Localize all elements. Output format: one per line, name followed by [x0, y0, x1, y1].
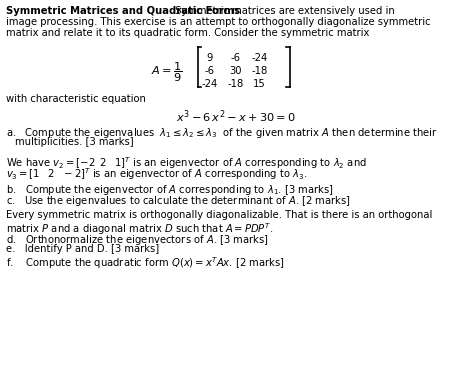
Text: Symmetric matrices are extensively used in: Symmetric matrices are extensively used …: [172, 6, 395, 16]
Text: a.   Compute the eigenvalues  $\lambda_1 \leq \lambda_2 \leq \lambda_3$  of the : a. Compute the eigenvalues $\lambda_1 \l…: [6, 126, 438, 140]
Text: matrix $P$ and a diagonal matrix $D$ such that $A = PDP^T$.: matrix $P$ and a diagonal matrix $D$ suc…: [6, 221, 273, 237]
Text: Symmetric Matrices and Quadratic Forms: Symmetric Matrices and Quadratic Forms: [6, 6, 240, 16]
Text: matrix and relate it to its quadratic form. Consider the symmetric matrix: matrix and relate it to its quadratic fo…: [6, 28, 369, 38]
Text: multiplicities. [3 marks]: multiplicities. [3 marks]: [15, 137, 134, 147]
Text: -18: -18: [251, 66, 267, 76]
Text: 9: 9: [207, 53, 213, 63]
Text: -6: -6: [205, 66, 215, 76]
Text: $x^3 - 6\,x^2 - x + 30 = 0$: $x^3 - 6\,x^2 - x + 30 = 0$: [176, 108, 297, 125]
Text: We have $v_2 = [-2\;\;2\;\;\;1]^T$ is an eigenvector of $A$ corresponding to $\l: We have $v_2 = [-2\;\;2\;\;\;1]^T$ is an…: [6, 155, 367, 171]
Text: 15: 15: [253, 79, 265, 89]
Text: c.   Use the eigenvalues to calculate the determinant of $A$. [2 marks]: c. Use the eigenvalues to calculate the …: [6, 194, 351, 208]
Text: with characteristic equation: with characteristic equation: [6, 94, 146, 104]
Text: e.   Identify P and D. [3 marks]: e. Identify P and D. [3 marks]: [6, 244, 159, 254]
Text: -24: -24: [251, 53, 267, 63]
Text: $v_3 = [1\;\;\;2\;\;\;-2]^T$ is an eigenvector of $A$ corresponding to $\lambda_: $v_3 = [1\;\;\;2\;\;\;-2]^T$ is an eigen…: [6, 166, 308, 182]
Text: 30: 30: [229, 66, 242, 76]
Text: -6: -6: [230, 53, 240, 63]
Text: d.   Orthonormalize the eigenvectors of $A$. [3 marks]: d. Orthonormalize the eigenvectors of $A…: [6, 233, 269, 247]
Text: image processing. This exercise is an attempt to orthogonally diagonalize symmet: image processing. This exercise is an at…: [6, 17, 430, 27]
Text: -18: -18: [227, 79, 244, 89]
Text: f.    Compute the quadratic form $Q(x) = x^T A x$. [2 marks]: f. Compute the quadratic form $Q(x) = x^…: [6, 255, 285, 271]
Text: $A = \dfrac{1}{9}$: $A = \dfrac{1}{9}$: [151, 60, 182, 84]
Text: -24: -24: [201, 79, 218, 89]
Text: Every symmetric matrix is orthogonally diagonalizable. That is there is an ortho: Every symmetric matrix is orthogonally d…: [6, 210, 432, 220]
Text: b.   Compute the eigenvector of $A$ corresponding to $\lambda_1$. [3 marks]: b. Compute the eigenvector of $A$ corres…: [6, 183, 334, 197]
